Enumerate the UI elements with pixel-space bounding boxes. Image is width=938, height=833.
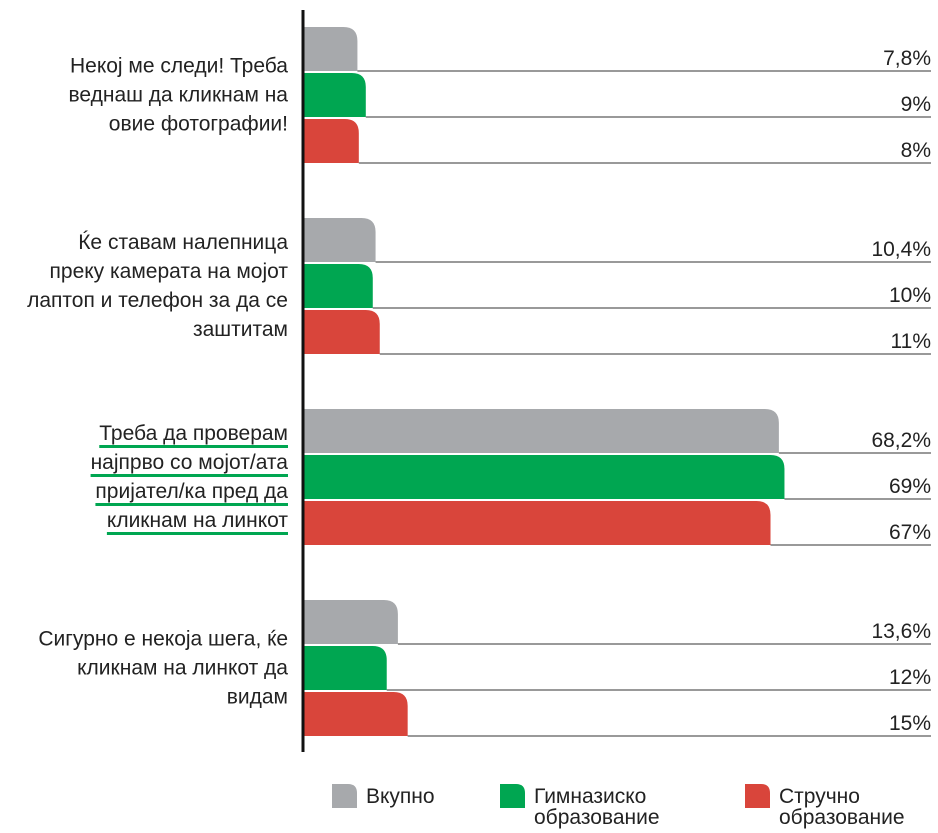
value-label: 12%	[889, 666, 931, 689]
bar	[303, 501, 771, 545]
value-label: 9%	[901, 93, 931, 116]
category-label: Сигурно е некоја шега, ќе кликнам на лин…	[20, 625, 288, 712]
bar	[303, 600, 398, 644]
label-text: Стручно образование	[779, 785, 905, 829]
bar	[303, 310, 380, 354]
value-label: 10%	[889, 284, 931, 307]
value-label: 8%	[901, 139, 931, 162]
bar	[303, 27, 358, 71]
legend-label: Стручно образование	[779, 786, 938, 828]
label-text: Гимназиско образование	[534, 785, 660, 829]
category-label: Треба да проверам најпрво со мојот/ата п…	[20, 419, 288, 535]
bar	[303, 455, 785, 499]
legend-swatch	[500, 784, 525, 808]
legend-swatch	[332, 784, 357, 808]
value-label: 68,2%	[871, 429, 931, 452]
bar	[303, 119, 359, 163]
value-label: 15%	[889, 712, 931, 735]
legend-swatch	[745, 784, 770, 808]
bar	[303, 264, 373, 308]
value-label: 13,6%	[871, 620, 931, 643]
bar	[303, 692, 408, 736]
label-text: Вкупно	[366, 785, 435, 808]
label-text: Треба да проверам најпрво со мојот/ата п…	[90, 422, 288, 532]
category-label: Некој ме следи! Треба веднаш да кликнам …	[20, 52, 288, 139]
bar	[303, 73, 366, 117]
legend-label: Вкупно	[366, 786, 526, 807]
bar	[303, 646, 387, 690]
value-label: 67%	[889, 521, 931, 544]
category-label: Ќе ставам налепница преку камерата на мо…	[20, 228, 288, 344]
value-label: 11%	[891, 330, 931, 353]
label-text: Некој ме следи! Треба веднаш да кликнам …	[68, 54, 288, 136]
value-label: 10,4%	[871, 238, 931, 261]
value-label: 7,8%	[883, 47, 931, 70]
bar	[303, 218, 376, 262]
label-text: Ќе ставам налепница преку камерата на мо…	[27, 231, 288, 341]
bar	[303, 409, 779, 453]
legend-label: Гимназиско образование	[534, 786, 694, 828]
value-label: 69%	[889, 475, 931, 498]
label-text: Сигурно е некоја шега, ќе кликнам на лин…	[38, 627, 288, 709]
